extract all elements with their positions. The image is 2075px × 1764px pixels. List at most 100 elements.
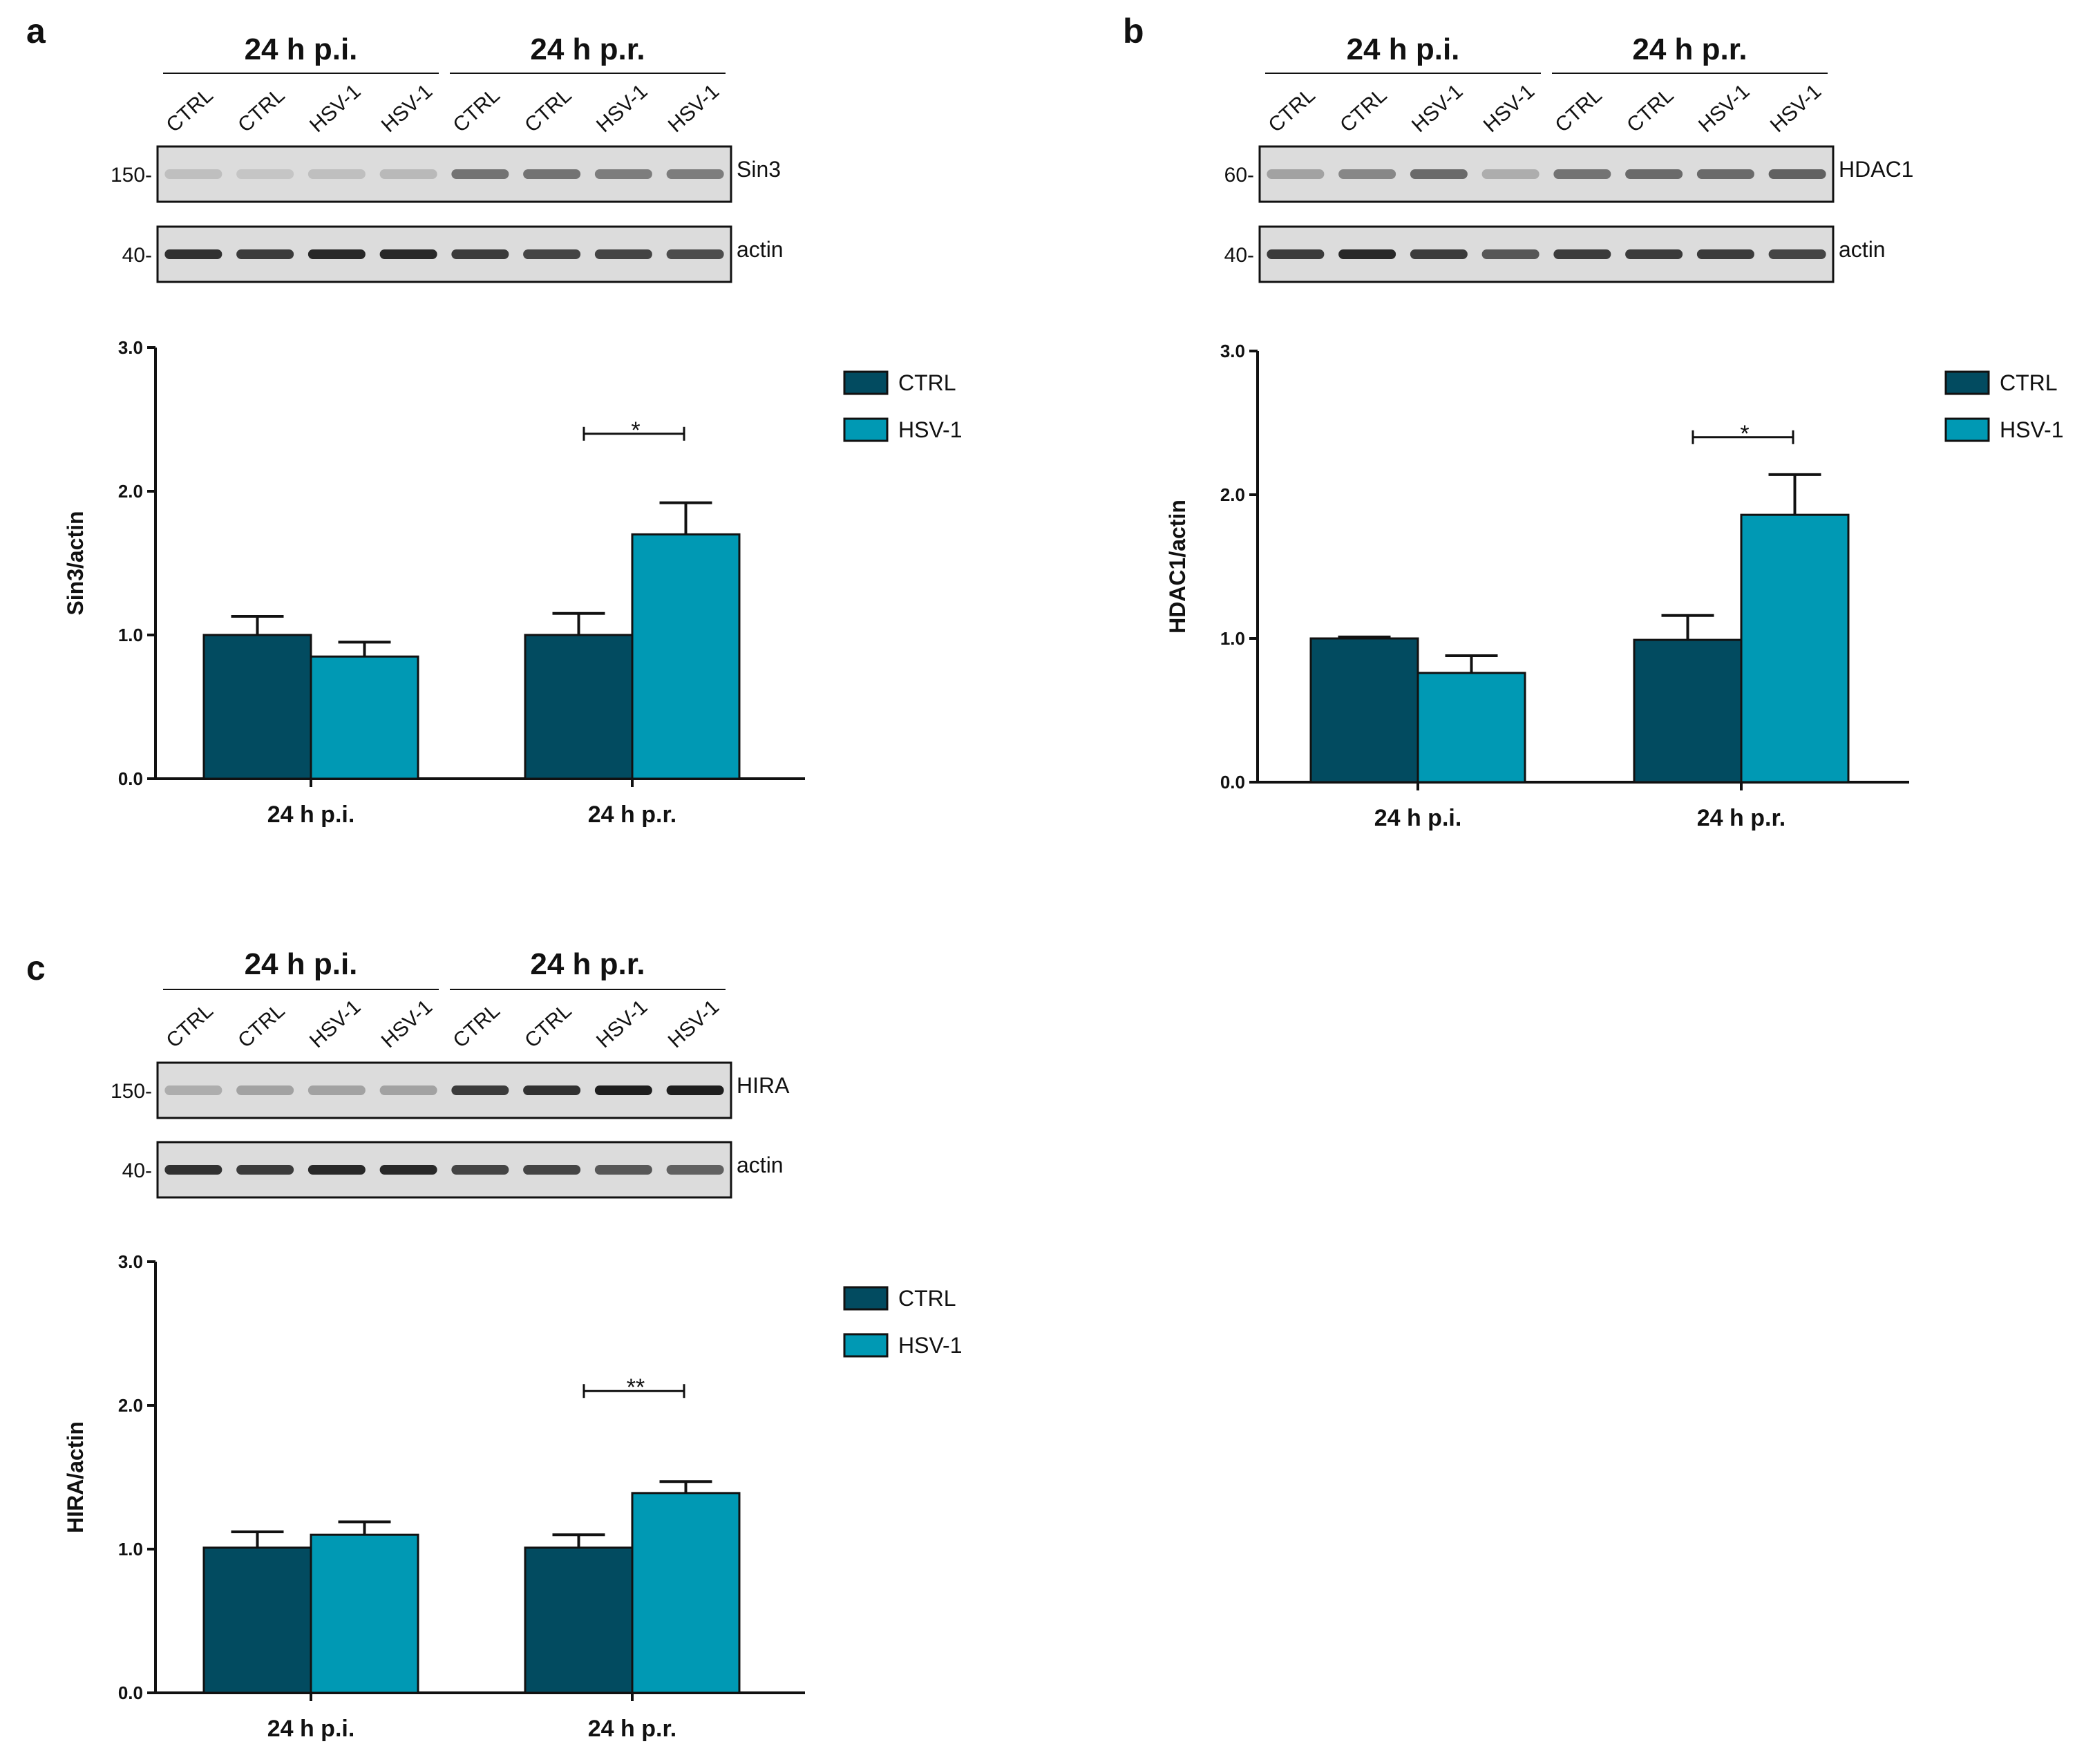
blot-group-label: 24 h p.r. [530,32,645,66]
protein-label: HIRA [737,1073,790,1098]
blot-band [1553,249,1611,259]
lane-label: HSV-1 [305,996,366,1053]
blot-band [379,169,437,179]
bar-ctrl [524,634,634,780]
blot-band [451,1165,509,1175]
y-axis-label: HDAC1/actin [1165,500,1190,634]
lane-label: CTRL [448,999,504,1052]
significance-marker: * [631,417,640,444]
mw-marker: 150- [111,164,152,187]
x-category-label: 24 h p.i. [267,802,355,828]
bar-ctrl [202,634,312,780]
legend-swatch [1944,370,1990,395]
legend-label: CTRL [898,370,956,395]
lane-label: CTRL [162,999,217,1052]
blot-band [1696,249,1754,259]
lane-label: CTRL [234,999,289,1052]
y-tick-label: 0.0 [118,1682,143,1703]
y-tick-label: 1.0 [1220,628,1245,649]
legend-swatch [843,1286,889,1311]
blot-band [307,1165,366,1175]
blot-band [523,1085,581,1095]
lane-label: HSV-1 [664,996,724,1053]
blot-group-label: 24 h p.i. [1347,32,1460,66]
blot-band [236,249,294,259]
blot-band [666,1165,724,1175]
lane-label: HSV-1 [305,80,366,137]
y-tick-label: 0.0 [1220,772,1245,793]
blot-band [1768,249,1826,259]
y-tick-label: 2.0 [118,1395,143,1416]
bar-ctrl [1309,637,1419,784]
lane-label: CTRL [520,999,576,1052]
blot-band [1338,249,1396,259]
lane-label: HSV-1 [1408,80,1468,137]
panel-letter: c [26,949,46,987]
bar-ctrl [1633,638,1743,784]
legend-label: HSV-1 [2000,417,2063,442]
blot-band [1338,169,1396,179]
blot-band [164,1165,222,1175]
blot-band [1768,169,1826,179]
blot-band [164,169,222,179]
protein-label: HDAC1 [1839,157,1913,182]
lane-label: CTRL [234,84,289,137]
blot-band [451,249,509,259]
lane-label: CTRL [1336,84,1391,137]
lane-label: HSV-1 [592,80,652,137]
x-category-label: 24 h p.i. [1374,805,1462,831]
blot-group-label: 24 h p.r. [530,947,645,981]
legend-swatch [843,417,889,442]
blot-band [594,169,652,179]
panel-a: a 24 h p.i. 24 h p.r.CTRL CTRL HSV-1 HSV-1 CTR… [26,12,962,828]
legend-label: CTRL [898,1286,956,1311]
y-tick-label: 3.0 [118,1251,143,1272]
blot-band [379,1165,437,1175]
x-category-label: 24 h p.r. [588,1716,677,1742]
legend-label: CTRL [2000,370,2058,395]
blot-band [594,1085,652,1095]
blot-band [236,1165,294,1175]
blot-band [1481,249,1539,259]
lane-label: CTRL [1622,84,1678,137]
y-axis-label: Sin3/actin [63,511,88,615]
blot-band [379,1085,437,1095]
bar-hsv-1 [310,655,419,780]
panel-letter: b [1123,12,1144,50]
significance-marker: * [1740,421,1749,447]
blot-band [236,1085,294,1095]
blot-band [523,249,581,259]
lane-label: CTRL [162,84,217,137]
y-tick-label: 3.0 [118,337,143,358]
blot-band [164,249,222,259]
protein-label: actin [1839,237,1886,262]
blot-band [666,1085,724,1095]
blot-band [666,169,724,179]
mw-marker: 60- [1224,164,1254,187]
significance-marker: ** [627,1374,645,1401]
protein-label: actin [737,237,784,262]
y-tick-label: 1.0 [118,1539,143,1559]
bar-hsv-1 [1417,672,1526,784]
lane-label: CTRL [520,84,576,137]
y-tick-label: 2.0 [1220,484,1245,505]
blot-band [1625,169,1683,179]
lane-label: HSV-1 [1479,80,1539,137]
y-tick-label: 0.0 [118,768,143,789]
blot-band [523,1165,581,1175]
protein-label: actin [737,1153,784,1177]
lane-label: HSV-1 [592,996,652,1053]
blot-band [594,249,652,259]
panel-b: b 24 h p.i. 24 h p.r.CTRL CTRL HSV-1 HSV-1 CTR… [1123,12,2063,831]
lane-label: CTRL [448,84,504,137]
y-axis-label: HIRA/actin [63,1421,88,1533]
legend-swatch [843,370,889,395]
bar-hsv-1 [631,1492,741,1694]
blot-band [666,249,724,259]
lane-label: CTRL [1264,84,1319,137]
bar-ctrl [202,1546,312,1694]
mw-marker: 40- [1224,244,1254,267]
blot-band [1267,169,1325,179]
lane-label: CTRL [1551,84,1606,137]
y-tick-label: 1.0 [118,625,143,645]
